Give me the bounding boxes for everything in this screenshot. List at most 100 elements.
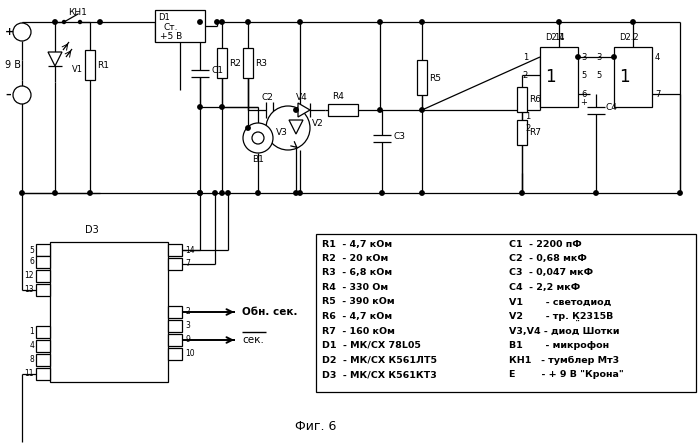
Circle shape bbox=[420, 191, 424, 195]
Text: R7  - 160 кОм: R7 - 160 кОм bbox=[322, 326, 395, 336]
Text: +: + bbox=[580, 98, 587, 107]
Text: R3  - 6,8 кОм: R3 - 6,8 кОм bbox=[322, 269, 392, 278]
Text: R1: R1 bbox=[97, 60, 109, 70]
Text: V3,V4 - диод Шотки: V3,V4 - диод Шотки bbox=[509, 326, 619, 336]
Bar bbox=[517, 120, 527, 145]
Bar bbox=[517, 87, 527, 112]
Circle shape bbox=[612, 55, 617, 59]
Circle shape bbox=[377, 108, 382, 112]
Text: КН1: КН1 bbox=[68, 8, 87, 16]
Text: 11: 11 bbox=[24, 369, 34, 378]
Text: R5: R5 bbox=[429, 74, 441, 83]
Text: 5: 5 bbox=[29, 246, 34, 254]
Circle shape bbox=[246, 126, 250, 130]
Bar bbox=[36, 244, 50, 256]
Text: C2: C2 bbox=[262, 92, 274, 102]
Text: D3  - МК/СХ К561КТ3: D3 - МК/СХ К561КТ3 bbox=[322, 370, 437, 379]
Text: 1: 1 bbox=[29, 328, 34, 337]
Bar bbox=[243, 48, 253, 78]
Circle shape bbox=[198, 20, 202, 24]
Circle shape bbox=[246, 20, 250, 24]
Bar bbox=[155, 10, 205, 42]
Bar bbox=[168, 306, 182, 318]
Text: V1       - светодиод: V1 - светодиод bbox=[509, 297, 611, 306]
Circle shape bbox=[420, 20, 424, 24]
Text: 9: 9 bbox=[185, 336, 190, 345]
Text: R1  - 4,7 кОм: R1 - 4,7 кОм bbox=[322, 239, 392, 249]
Text: D3: D3 bbox=[85, 225, 99, 235]
Bar bbox=[217, 48, 227, 78]
Text: Обн. сек.: Обн. сек. bbox=[242, 307, 298, 317]
Text: 2: 2 bbox=[523, 71, 528, 79]
Circle shape bbox=[520, 191, 524, 195]
Circle shape bbox=[53, 20, 57, 24]
Bar bbox=[36, 326, 50, 338]
Text: Ст.: Ст. bbox=[163, 23, 178, 32]
Text: 12: 12 bbox=[24, 271, 34, 281]
Text: R4  - 330 Ом: R4 - 330 Ом bbox=[322, 283, 388, 292]
Bar bbox=[85, 50, 95, 80]
Circle shape bbox=[243, 123, 273, 153]
Circle shape bbox=[380, 191, 384, 195]
Text: C1  - 2200 пФ: C1 - 2200 пФ bbox=[509, 239, 582, 249]
Circle shape bbox=[88, 191, 92, 195]
Bar bbox=[417, 60, 427, 95]
Polygon shape bbox=[48, 52, 62, 66]
Text: R7: R7 bbox=[529, 127, 541, 136]
Circle shape bbox=[678, 191, 682, 195]
Polygon shape bbox=[298, 103, 310, 117]
Circle shape bbox=[13, 23, 31, 41]
Text: 3: 3 bbox=[581, 52, 586, 62]
Bar bbox=[36, 284, 50, 296]
Text: 5: 5 bbox=[597, 71, 602, 79]
Text: R2  - 20 кОм: R2 - 20 кОм bbox=[322, 254, 388, 263]
Bar bbox=[168, 258, 182, 270]
Circle shape bbox=[377, 20, 382, 24]
Circle shape bbox=[630, 20, 635, 24]
Text: V3: V3 bbox=[276, 127, 288, 136]
Circle shape bbox=[557, 20, 561, 24]
Circle shape bbox=[62, 20, 66, 24]
Bar bbox=[36, 368, 50, 380]
Circle shape bbox=[198, 105, 202, 109]
Text: R6: R6 bbox=[529, 95, 541, 103]
Polygon shape bbox=[289, 120, 303, 134]
Text: 6: 6 bbox=[29, 258, 34, 266]
Text: C1: C1 bbox=[211, 66, 223, 75]
Bar bbox=[168, 320, 182, 332]
Bar bbox=[168, 244, 182, 256]
Text: 5: 5 bbox=[581, 71, 586, 79]
Bar bbox=[36, 340, 50, 352]
Text: 13: 13 bbox=[24, 285, 34, 294]
Circle shape bbox=[226, 191, 230, 195]
Text: 1: 1 bbox=[619, 68, 629, 86]
Circle shape bbox=[13, 86, 31, 104]
Circle shape bbox=[256, 191, 260, 195]
Text: D1  - МК/СХ 78L05: D1 - МК/СХ 78L05 bbox=[322, 341, 421, 350]
Text: D1: D1 bbox=[158, 12, 170, 21]
Circle shape bbox=[20, 191, 24, 195]
Circle shape bbox=[420, 108, 424, 112]
Circle shape bbox=[219, 191, 224, 195]
Circle shape bbox=[252, 132, 264, 144]
Text: V4: V4 bbox=[296, 92, 308, 102]
Text: C4  - 2,2 мкФ: C4 - 2,2 мкФ bbox=[509, 283, 580, 292]
Circle shape bbox=[294, 191, 298, 195]
Text: 4: 4 bbox=[655, 52, 661, 62]
Text: C3  - 0,047 мкФ: C3 - 0,047 мкФ bbox=[509, 269, 593, 278]
Text: 14: 14 bbox=[554, 32, 564, 41]
Text: 1: 1 bbox=[523, 52, 528, 62]
Text: D2.2: D2.2 bbox=[619, 32, 639, 41]
Text: D2  - МК/СХ К561ЛТ5: D2 - МК/СХ К561ЛТ5 bbox=[322, 356, 437, 365]
Circle shape bbox=[298, 191, 302, 195]
Text: D2.1: D2.1 bbox=[545, 32, 565, 41]
Bar bbox=[36, 256, 50, 268]
Circle shape bbox=[98, 20, 102, 24]
Text: 14: 14 bbox=[185, 246, 194, 254]
Circle shape bbox=[593, 191, 598, 195]
Bar bbox=[316, 234, 696, 392]
Text: 7: 7 bbox=[185, 259, 190, 269]
Text: V2: V2 bbox=[312, 119, 324, 127]
Circle shape bbox=[219, 105, 224, 109]
Circle shape bbox=[266, 106, 310, 150]
